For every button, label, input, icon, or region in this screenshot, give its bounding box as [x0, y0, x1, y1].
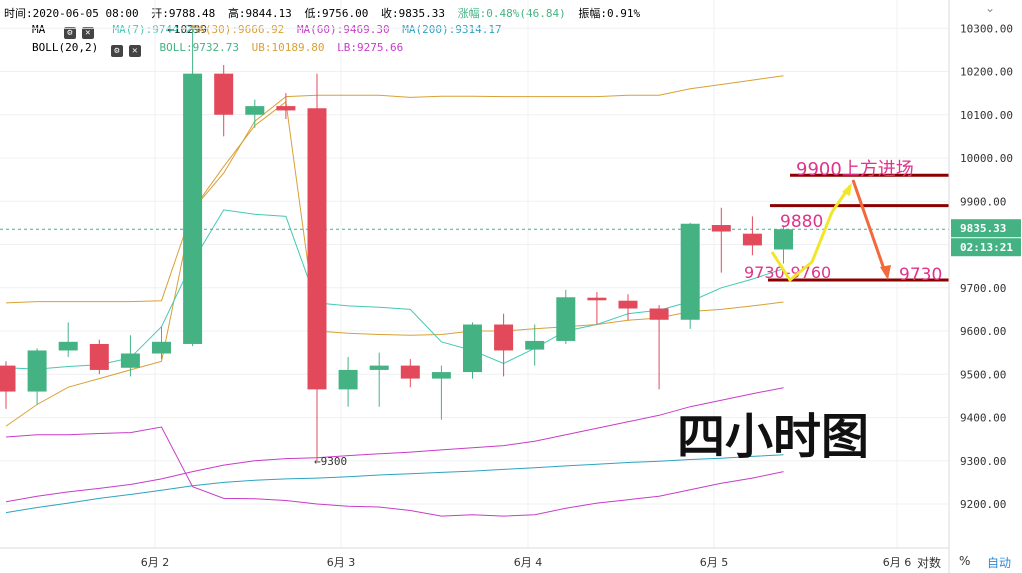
boll-settings-icon[interactable]: ⚙: [110, 45, 123, 57]
candle-body: [183, 73, 203, 344]
ub-label: UB:10189.80: [251, 41, 325, 54]
boll-name: BOLL(20,2): [32, 41, 99, 54]
y-tick-label: 9200.00: [960, 498, 1006, 511]
ma60-label: MA(60):9469.30: [296, 23, 390, 36]
candle-body: [400, 365, 420, 379]
candle-body: [276, 106, 296, 111]
ma-overlap-label: ←10299: [167, 23, 207, 36]
candle-body: [338, 369, 358, 390]
boll-label: BOLL:9732.73: [159, 41, 239, 54]
candle-body: [680, 223, 700, 320]
candle-body: [89, 343, 109, 370]
ma200-label: MA(200):9314.17: [402, 23, 502, 36]
candle-body: [556, 297, 576, 341]
y-tick-label: 10300.00: [960, 22, 1013, 35]
high-label: 高:9844.13: [227, 7, 292, 20]
candle-body: [120, 353, 140, 368]
orange-arrow-shaft: [851, 179, 887, 273]
candle-body: [369, 365, 389, 370]
open-label: 开:9788.48: [151, 7, 216, 20]
ma60-line: [5, 426, 784, 517]
y-tick-label: 10200.00: [960, 66, 1013, 79]
annotations: ←9300 9900上方进场 9880 9730-9760 9730 四小时图: [314, 159, 949, 468]
ma-close-icon[interactable]: ✕: [81, 27, 94, 39]
boll-close-icon[interactable]: ✕: [128, 45, 141, 57]
current-price-value: 9835.33: [960, 222, 1006, 235]
y-tick-label: 9300.00: [960, 455, 1006, 468]
boll-lower-line: [5, 387, 784, 503]
x-tick-label: 6月 3: [327, 556, 356, 569]
candle-body: [587, 297, 607, 301]
x-tick-label: 6月 5: [700, 556, 729, 569]
current-price-tag: [951, 219, 1021, 238]
y-tick-label: 9500.00: [960, 368, 1006, 381]
candle-body: [245, 106, 265, 115]
ma200-line: [5, 454, 784, 514]
amplitude-label: 振幅:0.91%: [578, 7, 641, 20]
chart-title-annotation: 四小时图: [677, 409, 869, 465]
candle-body: [711, 225, 731, 232]
candle-body: [27, 350, 47, 392]
candle-body: [58, 341, 78, 351]
countdown-tag: [951, 238, 1021, 257]
change-label: 涨幅:0.48%(46.84): [457, 7, 566, 20]
level-9880-annotation: 9880: [780, 212, 823, 232]
yellow-arrowhead: [842, 183, 852, 196]
x-tick-label: 6月 6: [883, 556, 912, 569]
y-tick-label: 9600.00: [960, 325, 1006, 338]
candle-body: [618, 300, 638, 309]
auto-scale-button[interactable]: 自动: [987, 556, 1012, 570]
candle-body: [649, 308, 669, 320]
candle-body: [152, 341, 171, 354]
ma30-label: MA(30):9666.92: [191, 23, 285, 36]
yellow-path-arrow: [770, 211, 834, 283]
candle-body: [525, 340, 545, 350]
y-tick-label: 10000.00: [960, 152, 1013, 165]
candle-body: [463, 324, 482, 373]
indicator-lines: [0, 75, 949, 517]
candle-body: [214, 73, 234, 115]
close-label: 收:9835.33: [381, 7, 446, 20]
x-tick-label: 6月 2: [141, 556, 170, 569]
candle-body: [774, 229, 793, 250]
ma7-line: [5, 209, 784, 370]
ma-name: MA: [32, 23, 46, 36]
countdown-value: 02:13:21: [960, 241, 1013, 254]
y-tick-label: 9400.00: [960, 412, 1006, 425]
time-label: 时间:2020-06-05 08:00: [4, 7, 139, 20]
candles: [0, 28, 793, 461]
log-scale-button[interactable]: 对数: [917, 556, 942, 570]
percent-scale-button[interactable]: %: [959, 554, 971, 568]
range-annotation: 9730-9760: [744, 263, 831, 282]
x-tick-label: 6月 4: [514, 556, 543, 569]
ma30-line: [5, 100, 784, 427]
collapse-icon: ⌄: [985, 1, 995, 15]
boll-upper-line: [5, 75, 784, 304]
ma-settings-icon[interactable]: ⚙: [63, 27, 76, 39]
lb-label: LB:9275.66: [337, 41, 404, 54]
target-annotation: 9730: [899, 265, 942, 285]
ma-info-line: MA ⚙ ✕ MA(7):9744.26 ←10299 MA(30):9666.9…: [32, 23, 508, 39]
y-tick-label: 9700.00: [960, 282, 1006, 295]
candle-body: [307, 108, 327, 390]
orange-arrowhead: [880, 265, 891, 280]
ma7-label: MA(7):9744.26: [112, 23, 199, 36]
low-price-marker: ←9300: [314, 455, 347, 468]
low-label: 低:9756.00: [304, 7, 369, 20]
candle-body: [494, 324, 514, 351]
ohlc-info-line: 时间:2020-06-05 08:00 开:9788.48 高:9844.13 …: [4, 5, 646, 21]
candle-body: [0, 365, 16, 392]
y-tick-label: 10100.00: [960, 109, 1013, 122]
boll-info-line: BOLL(20,2) ⚙ ✕ BOLL:9732.73 UB:10189.80 L…: [32, 41, 409, 57]
entry-annotation: 9900上方进场: [796, 159, 914, 180]
candle-body: [742, 233, 762, 246]
candle-body: [431, 372, 451, 379]
y-tick-label: 9900.00: [960, 195, 1006, 208]
